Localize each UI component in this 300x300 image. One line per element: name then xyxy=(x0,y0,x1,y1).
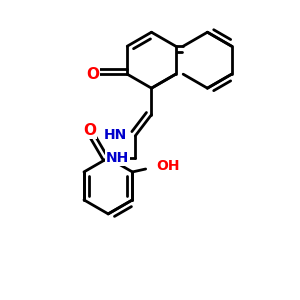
Text: HN: HN xyxy=(104,128,127,142)
Text: NH: NH xyxy=(106,151,129,165)
Text: O: O xyxy=(83,123,96,138)
Text: OH: OH xyxy=(156,159,179,173)
Text: O: O xyxy=(86,67,99,82)
